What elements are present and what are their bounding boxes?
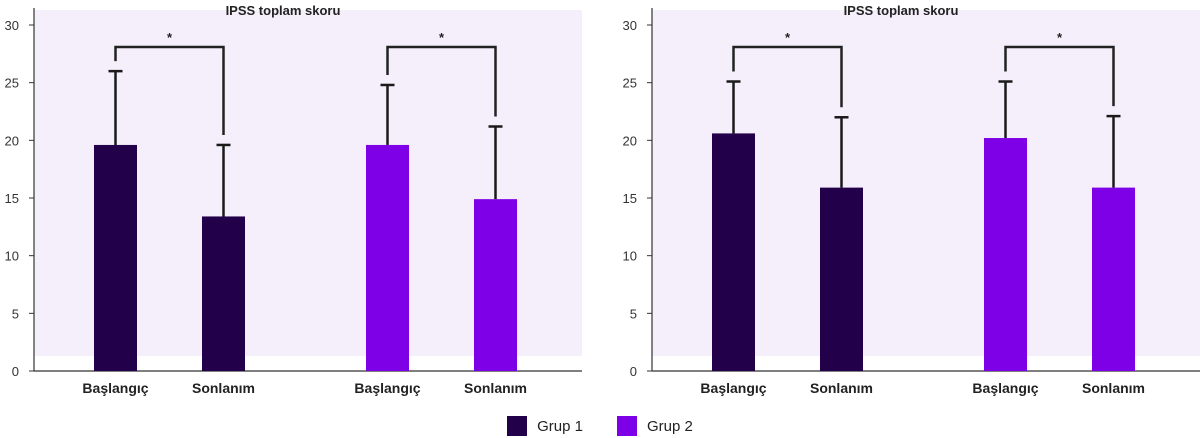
chart2-ytick-label: 0 bbox=[630, 364, 637, 379]
legend-swatch-grup2 bbox=[617, 416, 637, 436]
chart2-bar-1 bbox=[712, 133, 755, 371]
chart1-significance-bracket-2 bbox=[386, 45, 497, 117]
chart2-significance-bracket-1 bbox=[732, 45, 843, 108]
chart2-bar-4 bbox=[1092, 187, 1135, 371]
chart2-ytick-label: 10 bbox=[623, 249, 637, 264]
chart1-ytick-label: 5 bbox=[12, 306, 19, 321]
chart2-category-label-3: Başlangıç bbox=[972, 380, 1038, 396]
legend-label-grup2: Grup 2 bbox=[647, 417, 693, 435]
chart1-significance-label-1: * bbox=[167, 30, 173, 45]
chart2-significance-label-1: * bbox=[785, 30, 791, 45]
chart2-category-label-4: Sonlanım bbox=[1082, 380, 1145, 396]
legend-label-grup1: Grup 1 bbox=[537, 417, 583, 435]
chart1-ytick-label: 15 bbox=[5, 191, 19, 206]
chart2-bar-2 bbox=[820, 187, 863, 371]
chart1-ytick-label: 25 bbox=[5, 76, 19, 91]
chart2-ytick-label: 5 bbox=[630, 306, 637, 321]
chart1-title: IPSS toplam skoru bbox=[226, 3, 341, 18]
chart2-ytick-label: 25 bbox=[623, 76, 637, 91]
legend-swatch-grup1 bbox=[507, 416, 528, 436]
chart1-significance-bracket-1 bbox=[114, 45, 225, 135]
legend: Grup 1 Grup 2 bbox=[0, 416, 1200, 436]
chart2-category-label-1: Başlangıç bbox=[700, 380, 766, 396]
chart2-significance-label-2: * bbox=[1057, 30, 1063, 45]
chart2-bar-3 bbox=[984, 138, 1027, 371]
chart2-ytick-label: 20 bbox=[623, 133, 637, 148]
chart1-category-label-3: Başlangıç bbox=[354, 380, 420, 396]
chart1-ytick-label: 30 bbox=[5, 18, 19, 33]
chart2-category-label-2: Sonlanım bbox=[810, 380, 873, 396]
chart1-ytick-label: 0 bbox=[12, 364, 19, 379]
chart1-ytick-label: 20 bbox=[5, 133, 19, 148]
chart1-bar-3 bbox=[366, 144, 409, 371]
chart2-significance-bracket-2 bbox=[1004, 45, 1115, 107]
chart1-category-label-4: Sonlanım bbox=[464, 380, 527, 396]
chart2-title: IPSS toplam skoru bbox=[844, 3, 959, 18]
chart1-category-label-2: Sonlanım bbox=[192, 380, 255, 396]
chart2-ytick-label: 15 bbox=[623, 191, 637, 206]
legend-item-grup1: Grup 1 bbox=[507, 416, 583, 436]
chart2-ytick-label: 30 bbox=[623, 18, 637, 33]
chart1-ytick-label: 10 bbox=[5, 249, 19, 264]
chart1-bar-1 bbox=[94, 144, 137, 371]
legend-item-grup2: Grup 2 bbox=[617, 416, 693, 436]
chart1-category-label-1: Başlangıç bbox=[82, 380, 148, 396]
chart1-bar-2 bbox=[202, 216, 245, 371]
chart1-significance-label-2: * bbox=[439, 30, 445, 45]
chart1-bar-4 bbox=[474, 199, 517, 371]
